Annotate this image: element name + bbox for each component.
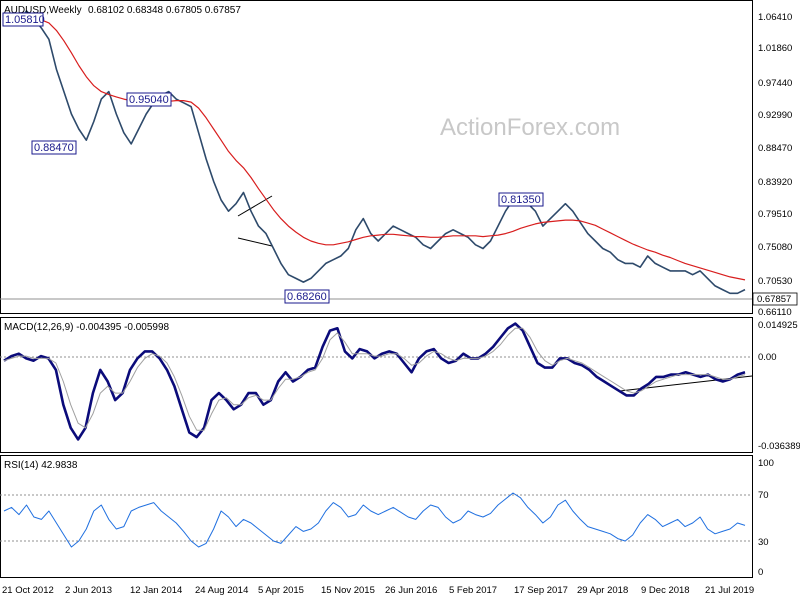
x-tick-label: 17 Sep 2017 bbox=[514, 585, 568, 596]
rsi-y-tick: 70 bbox=[758, 490, 769, 501]
price-y-tick: 0.79510 bbox=[758, 209, 792, 220]
price-series-group bbox=[3, 10, 746, 295]
rsi-y-tick: 100 bbox=[758, 458, 774, 469]
annotation-text: 1.05810 bbox=[5, 14, 45, 26]
price-panel-frame bbox=[0, 0, 753, 314]
x-tick-label: 15 Nov 2015 bbox=[321, 585, 375, 596]
annotation-0-81350: 0.81350 bbox=[498, 192, 544, 207]
wedge-lower-line bbox=[237, 237, 273, 247]
price-y-tick: 1.06410 bbox=[758, 12, 792, 23]
macd-y-tick: -0.036389 bbox=[758, 441, 800, 452]
price-y-tick: 0.66110 bbox=[758, 307, 792, 318]
x-tick-label: 29 Apr 2018 bbox=[577, 585, 628, 596]
x-tick-label: 2 Jun 2013 bbox=[65, 585, 112, 596]
annotation-0-95040: 0.95040 bbox=[126, 92, 172, 107]
macd-title: MACD(12,26,9) -0.004395 -0.005998 bbox=[4, 322, 170, 333]
x-tick-label: 9 Dec 2018 bbox=[641, 585, 690, 596]
price-y-tick: 0.88470 bbox=[758, 143, 792, 154]
macd-line bbox=[3, 322, 746, 441]
x-tick-label: 12 Jan 2014 bbox=[130, 585, 182, 596]
price-y-tick: 0.97440 bbox=[758, 78, 792, 89]
rsi-y-tick: 0 bbox=[758, 567, 763, 578]
moving-average-line bbox=[3, 17, 746, 281]
price-y-tick: 0.70530 bbox=[758, 276, 792, 287]
rsi-series-group bbox=[3, 492, 746, 548]
last-price-badge: 0.67857 bbox=[752, 292, 798, 306]
price-line bbox=[3, 10, 746, 295]
x-tick-label: 24 Aug 2014 bbox=[195, 585, 248, 596]
annotation-text: 0.81350 bbox=[501, 194, 541, 206]
annotation-1-05810: 1.05810 bbox=[2, 12, 45, 27]
watermark: ActionForex.com bbox=[440, 114, 620, 141]
macd-y-tick: 0.00 bbox=[758, 352, 777, 363]
price-y-tick: 1.01860 bbox=[758, 43, 792, 54]
ohlc-values: 0.68102 0.68348 0.67805 0.67857 bbox=[88, 5, 241, 16]
annotation-0-88470: 0.88470 bbox=[31, 140, 77, 155]
annotation-0-68260: 0.68260 bbox=[284, 289, 330, 304]
price-title: AUDUSD,Weekly bbox=[4, 5, 82, 16]
last-price-label: 0.67857 bbox=[757, 294, 791, 305]
price-y-tick: 0.83920 bbox=[758, 177, 792, 188]
rsi-y-tick: 30 bbox=[758, 537, 769, 548]
macd-y-tick: 0.014925 bbox=[758, 320, 798, 331]
macd-series-group bbox=[3, 322, 746, 441]
wedge-upper-line bbox=[237, 195, 273, 217]
x-tick-label: 26 Jun 2016 bbox=[385, 585, 437, 596]
x-tick-label: 5 Feb 2017 bbox=[449, 585, 497, 596]
x-axis: 21 Oct 2012 2 Jun 2013 12 Jan 2014 24 Au… bbox=[2, 585, 754, 596]
rsi-line bbox=[3, 492, 746, 548]
x-tick-label: 5 Apr 2015 bbox=[258, 585, 304, 596]
annotation-text: 0.88470 bbox=[34, 142, 74, 154]
annotation-text: 0.95040 bbox=[129, 94, 169, 106]
annotation-text: 0.68260 bbox=[287, 291, 327, 303]
macd-signal-line bbox=[3, 327, 746, 431]
price-y-tick: 0.92990 bbox=[758, 110, 792, 121]
x-tick-label: 21 Jul 2019 bbox=[705, 585, 754, 596]
price-y-tick: 0.75080 bbox=[758, 242, 792, 253]
rsi-title: RSI(14) 42.9838 bbox=[4, 460, 78, 471]
macd-panel-frame bbox=[0, 317, 753, 453]
rsi-panel-frame bbox=[0, 455, 753, 578]
x-tick-label: 21 Oct 2012 bbox=[2, 585, 54, 596]
